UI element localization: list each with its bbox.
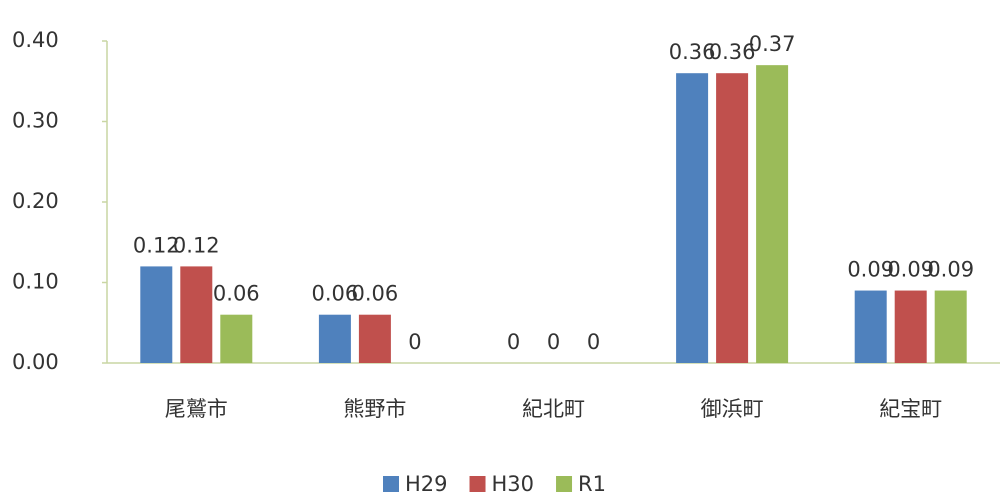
y-tick-label: 0.40 (12, 28, 59, 52)
x-tick-label: 紀北町 (522, 397, 585, 421)
bar (140, 266, 173, 363)
data-label: 0.36 (709, 40, 756, 64)
data-label: 0.36 (669, 40, 716, 64)
bar (716, 73, 749, 363)
data-label: 0 (587, 330, 600, 354)
data-label: 0.06 (213, 282, 260, 306)
bar (854, 290, 887, 363)
data-label: 0.09 (927, 258, 974, 282)
x-tick-label: 尾鷲市 (165, 397, 228, 421)
x-tick-label: 紀宝町 (879, 397, 942, 421)
legend-swatch (383, 476, 399, 492)
bar (318, 314, 351, 363)
y-tick-label: 0.30 (12, 109, 59, 133)
y-tick-label: 0.20 (12, 189, 59, 213)
legend-label: H29 (405, 472, 448, 496)
bar (676, 73, 709, 363)
data-label: 0.06 (352, 282, 399, 306)
legend-swatch (469, 476, 486, 492)
bar (180, 266, 213, 363)
data-label: 0 (507, 330, 520, 354)
data-label: 0.09 (887, 258, 934, 282)
bar (756, 65, 789, 364)
bar (220, 314, 253, 363)
data-label: 0.09 (847, 258, 894, 282)
y-tick-label: 0.10 (12, 270, 59, 294)
legend-swatch (556, 476, 573, 492)
data-label: 0 (408, 330, 421, 354)
data-label: 0.06 (312, 282, 359, 306)
data-label: 0.12 (173, 233, 220, 257)
x-tick-label: 熊野市 (343, 397, 406, 421)
y-tick-label: 0.00 (12, 350, 59, 374)
legend-label: H30 (492, 472, 535, 496)
bar (358, 314, 391, 363)
x-tick-label: 御浜町 (701, 397, 764, 421)
data-label: 0 (547, 330, 560, 354)
data-label: 0.12 (133, 233, 180, 257)
bar (934, 290, 967, 363)
legend-label: R1 (578, 472, 606, 496)
bar (894, 290, 927, 363)
data-label: 0.37 (749, 32, 796, 56)
